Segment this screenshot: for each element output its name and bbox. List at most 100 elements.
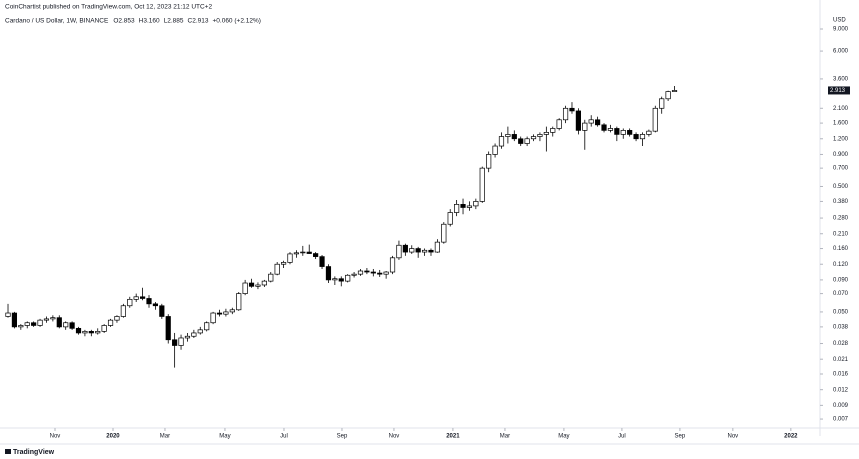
candle — [172, 332, 178, 368]
candle — [364, 267, 370, 275]
candle-body — [293, 252, 299, 255]
y-tick-label: 0.120 — [833, 262, 849, 268]
candle-body — [69, 322, 75, 329]
candle — [184, 332, 191, 342]
y-tick-label: 0.021 — [833, 357, 849, 363]
candle-body — [402, 244, 408, 253]
ohlc-label: L2.885 — [164, 18, 184, 25]
candle — [588, 115, 594, 127]
candle — [460, 198, 466, 215]
y-tick-label: 0.007 — [833, 417, 849, 423]
candle — [274, 262, 280, 276]
y-tick-label: 0.028 — [833, 341, 849, 347]
candle-body — [646, 130, 652, 135]
candle-body — [575, 110, 581, 131]
publisher-line: CoinChartist published on TradingView.co… — [5, 4, 212, 11]
candle — [56, 315, 62, 329]
candle — [140, 287, 146, 301]
x-tick-label: Mar — [160, 434, 170, 440]
candle — [492, 143, 498, 158]
candle-body — [191, 332, 197, 337]
candle-body — [588, 119, 594, 124]
candle-body — [377, 272, 383, 275]
candle — [319, 255, 325, 269]
candle-body — [530, 136, 537, 140]
candle — [268, 272, 274, 283]
candle — [351, 272, 357, 278]
candle-body — [24, 322, 30, 326]
candle-body — [37, 319, 43, 326]
y-tick-label: 0.016 — [833, 372, 849, 378]
candle-body — [511, 134, 517, 140]
candle-body — [82, 331, 88, 334]
x-tick-label: 2020 — [106, 434, 120, 440]
candle — [24, 321, 30, 329]
candle — [434, 239, 440, 253]
candle — [575, 108, 581, 135]
candle — [479, 166, 485, 203]
candle — [159, 303, 165, 319]
candle-body — [582, 122, 588, 131]
candle — [313, 252, 319, 260]
candle-body — [50, 317, 56, 320]
candle-body — [383, 271, 389, 275]
candle-body — [345, 274, 351, 282]
candle-body — [140, 296, 146, 299]
symbol-header: Cardano / US Dollar, 1W, BINANCE O2.853 H… — [5, 18, 261, 25]
y-tick-label: 0.009 — [833, 403, 849, 409]
candle-body — [434, 241, 440, 253]
candle — [69, 321, 75, 330]
candle — [75, 326, 82, 335]
candle-body — [409, 248, 415, 253]
candle-body — [486, 154, 492, 169]
candle — [345, 274, 351, 283]
candle-body — [127, 298, 133, 307]
candle — [562, 105, 569, 124]
y-tick-label: 0.900 — [833, 152, 849, 158]
candle — [242, 279, 248, 296]
candle — [659, 96, 665, 114]
candle — [43, 316, 50, 323]
candle — [498, 132, 505, 149]
candle — [133, 293, 139, 302]
candle-body — [325, 266, 332, 281]
candle-body — [165, 316, 171, 341]
candle — [127, 296, 133, 308]
candle — [537, 132, 543, 142]
candle-body — [101, 325, 107, 332]
candle — [165, 314, 171, 344]
candle-body — [223, 311, 229, 315]
candle — [389, 255, 396, 275]
x-tick-label: May — [219, 434, 230, 440]
candle — [191, 329, 197, 338]
ohlc-label: C2.913 — [188, 18, 209, 25]
candle — [101, 324, 107, 333]
candle-body — [319, 256, 325, 267]
candle-body — [197, 329, 203, 334]
candle — [370, 268, 376, 277]
candle — [204, 321, 210, 332]
candle — [421, 248, 428, 256]
y-tick-label: 0.280 — [833, 216, 849, 222]
candle-body — [75, 327, 82, 334]
candle-body — [159, 305, 165, 317]
candle — [325, 264, 332, 284]
candle-body — [556, 119, 562, 129]
candle-body — [146, 298, 152, 305]
candle — [223, 308, 229, 317]
candle-body — [569, 107, 575, 112]
candle-body — [5, 312, 11, 317]
candle-body — [473, 201, 479, 207]
ohlc-label: O2.853 — [113, 18, 135, 25]
y-tick-label: 2.100 — [833, 106, 849, 112]
candle — [216, 309, 223, 317]
x-tick-label: Sep — [675, 434, 686, 440]
y-tick-label: 0.038 — [833, 324, 849, 330]
candle-body — [665, 91, 671, 100]
candle — [332, 276, 338, 285]
candle — [454, 200, 460, 217]
candle — [95, 328, 101, 335]
candle-body — [313, 253, 319, 257]
candle-body — [351, 273, 357, 276]
candle-body — [120, 305, 126, 317]
